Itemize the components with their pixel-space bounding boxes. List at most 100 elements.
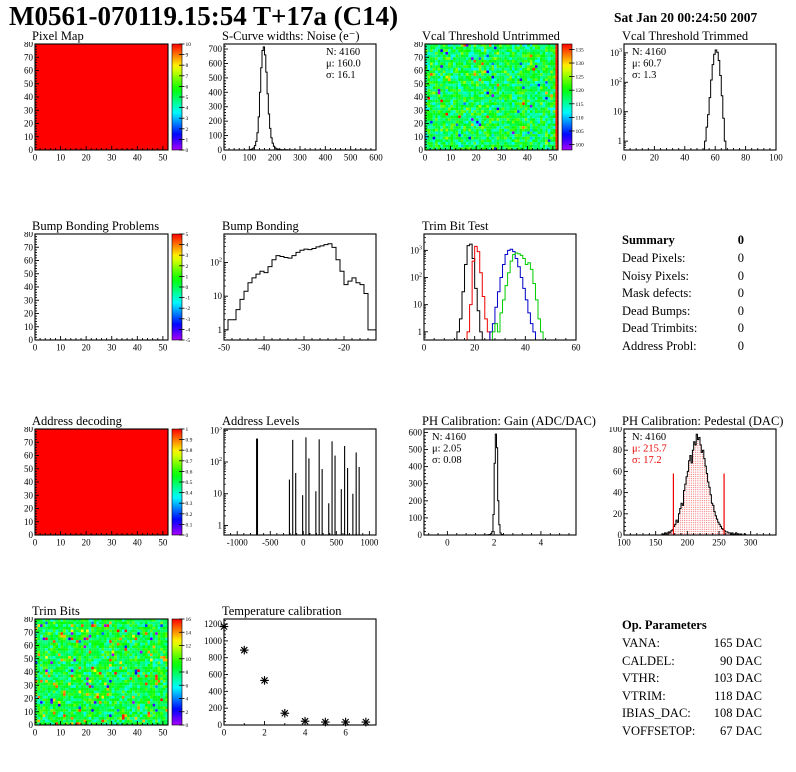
svg-text:60: 60 xyxy=(414,66,424,76)
svg-text:10: 10 xyxy=(213,489,223,499)
svg-text:0: 0 xyxy=(618,530,623,540)
svg-text:40: 40 xyxy=(133,153,143,163)
op-parameters-heading: Op. Parameters xyxy=(622,618,707,632)
summary-value: 0 xyxy=(737,338,744,353)
svg-text:250: 250 xyxy=(712,538,726,548)
svg-text:20: 20 xyxy=(82,153,92,163)
svg-text:100: 100 xyxy=(576,143,585,149)
plot-title-ph-pedestal: PH Calibration: Pedestal (DAC) xyxy=(622,414,784,428)
svg-text:40: 40 xyxy=(24,92,34,102)
svg-text:N: 4160: N: 4160 xyxy=(326,47,360,58)
svg-text:200: 200 xyxy=(268,153,282,163)
svg-text:4: 4 xyxy=(539,538,544,548)
svg-text:0: 0 xyxy=(301,538,306,548)
panel-trim-bits: Trim Bits 0 2 4 6 8 10 12 14 16 0 10 20 30 40 50 0 10 20 3… xyxy=(10,605,206,751)
op-row-voffsetop: VOFFSETOP: 67 DAC xyxy=(622,724,762,739)
svg-text:6: 6 xyxy=(186,84,189,90)
svg-text:μ: 2.05: μ: 2.05 xyxy=(432,444,462,455)
plot-title-scurve-noise: S-Curve widths: Noise (e⁻) xyxy=(222,29,360,43)
summary-label: Dead Pixels: xyxy=(622,251,686,265)
svg-text:1: 1 xyxy=(186,427,189,433)
svg-text:1000: 1000 xyxy=(360,538,379,548)
svg-text:10: 10 xyxy=(613,107,623,117)
svg-text:-30: -30 xyxy=(298,343,310,353)
svg-text:40: 40 xyxy=(680,153,690,163)
svg-text:150: 150 xyxy=(649,538,663,548)
svg-text:30: 30 xyxy=(24,105,34,115)
svg-text:2: 2 xyxy=(492,538,497,548)
svg-text:80: 80 xyxy=(613,445,623,455)
plot-title-address-decoding: Address decoding xyxy=(32,414,122,428)
svg-text:30: 30 xyxy=(107,153,117,163)
summary-value: 0 xyxy=(737,303,744,318)
svg-text:50: 50 xyxy=(24,269,34,279)
svg-text:3: 3 xyxy=(186,253,189,259)
svg-text:200: 200 xyxy=(409,496,423,506)
svg-text:4: 4 xyxy=(186,243,189,249)
summary-value: 0 xyxy=(737,286,744,300)
svg-text:600: 600 xyxy=(209,58,223,68)
page-title: M0561-070119.15:54 T+17a (C14) xyxy=(9,1,399,31)
svg-text:10: 10 xyxy=(213,291,223,301)
svg-text:0: 0 xyxy=(418,530,423,540)
op-label: VTHR: xyxy=(622,671,660,685)
svg-text:60: 60 xyxy=(24,451,34,461)
svg-text:20: 20 xyxy=(82,343,92,353)
summary-label: Noisy Pixels: xyxy=(622,268,690,283)
svg-text:40: 40 xyxy=(24,282,34,292)
svg-text:600: 600 xyxy=(409,427,423,437)
panel-vcal-trimmed: Vcal Threshold Trimmed 0 20 40 60 80 100 1 10 10… xyxy=(600,30,796,176)
svg-text:0.7: 0.7 xyxy=(186,459,193,465)
svg-text:40: 40 xyxy=(133,538,143,548)
svg-text:20: 20 xyxy=(470,343,480,353)
svg-text:N: 4160: N: 4160 xyxy=(632,47,666,58)
svg-text:1: 1 xyxy=(186,274,189,280)
svg-text:70: 70 xyxy=(24,437,34,447)
svg-text:50: 50 xyxy=(24,464,34,474)
svg-text:-1: -1 xyxy=(186,296,191,302)
svg-text:0: 0 xyxy=(419,145,424,155)
svg-text:102: 102 xyxy=(410,273,422,283)
svg-text:80: 80 xyxy=(24,42,34,49)
svg-text:40: 40 xyxy=(24,477,34,487)
plot-title-pixel-map: Pixel Map xyxy=(32,29,84,43)
op-value: 67 DAC xyxy=(719,723,762,738)
op-row-vana: VANA: 165 DAC xyxy=(622,636,762,651)
svg-text:60: 60 xyxy=(613,466,623,476)
svg-text:0: 0 xyxy=(29,335,34,345)
svg-text:4: 4 xyxy=(186,106,189,112)
svg-text:300: 300 xyxy=(744,538,758,548)
svg-text:500: 500 xyxy=(330,538,344,548)
svg-text:40: 40 xyxy=(613,488,623,498)
svg-text:200: 200 xyxy=(209,116,223,126)
svg-text:10: 10 xyxy=(24,517,34,527)
svg-text:0: 0 xyxy=(33,153,38,163)
svg-text:30: 30 xyxy=(24,295,34,305)
svg-text:10: 10 xyxy=(24,132,34,142)
svg-text:115: 115 xyxy=(576,102,584,108)
vcal-untrimmed-chart: 100 105 110 115 120 125 130 135 0 10 20 30 40 50 0 10 20… xyxy=(414,42,585,163)
svg-text:0: 0 xyxy=(186,533,189,539)
svg-text:103: 103 xyxy=(410,245,422,255)
summary-value: 0 xyxy=(737,251,744,265)
svg-text:7: 7 xyxy=(186,74,189,80)
svg-text:N: 4160: N: 4160 xyxy=(632,432,666,443)
svg-text:80: 80 xyxy=(24,232,34,239)
svg-text:-2: -2 xyxy=(186,306,191,312)
svg-text:30: 30 xyxy=(414,105,424,115)
svg-text:σ: 0.08: σ: 0.08 xyxy=(432,455,462,466)
svg-text:20: 20 xyxy=(82,538,92,548)
panel-address-levels: Address Levels -1000 -500 0 500 1000 1 10 102 10… xyxy=(200,415,396,561)
panel-ph-pedestal: PH Calibration: Pedestal (DAC) 100 150 200… xyxy=(600,415,796,561)
trimbit-test-chart: 0 20 40 60 1 10 102 103 xyxy=(410,233,581,353)
svg-text:0: 0 xyxy=(29,145,34,155)
bump-bonding-chart: -50 -40 -30 -20 1 10 102 xyxy=(210,233,377,353)
svg-text:0: 0 xyxy=(186,148,189,154)
panel-temperature-calibration: Temperature calibration 0 2 4 6 0 200 400 600 80… xyxy=(200,605,396,751)
svg-text:0.1: 0.1 xyxy=(186,522,193,528)
svg-text:-40: -40 xyxy=(258,343,270,353)
svg-text:100: 100 xyxy=(769,153,783,163)
op-label: CALDEL: xyxy=(622,653,675,668)
